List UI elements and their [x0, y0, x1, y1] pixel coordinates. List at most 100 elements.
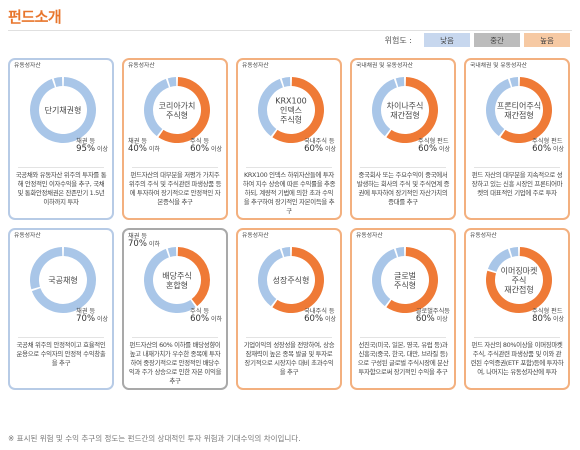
allocation-donut: 국공채형 [30, 247, 97, 313]
fund-name: 주식형 [166, 111, 188, 120]
fund-name: KRX100 [275, 97, 307, 106]
liquid-asset-label: 유동성자산 [356, 233, 383, 239]
liquid-segment [167, 77, 177, 87]
bond-segment [487, 248, 511, 272]
card-divider [360, 337, 446, 338]
card-divider [246, 337, 332, 338]
fund-name: 프론티어주식 [497, 100, 541, 110]
fund-name: 주식형 [394, 281, 416, 290]
legend-label: 위험도 : [384, 35, 412, 45]
liquid-segment [509, 247, 519, 257]
fund-description: 펀드 자산의 대부분을 지속적으로 성장하고 있는 신흥 시장인 프론티어마켓의… [471, 171, 563, 198]
liquid-asset-label: 유동성자산 [14, 63, 41, 69]
allocation-label: 주식형 펀드 60% 이상 [532, 138, 564, 155]
liquid-segment [30, 247, 63, 290]
fund-name: 차이나주식 [387, 100, 424, 110]
risk-legend: 위험도 : 낮음 중간 높음 [385, 33, 570, 47]
liquid-asset-label: 유동성자산 [128, 63, 155, 69]
fund-description: 국공채와 유동자산 위주의 투자를 통해 안정적인 이자수익을 추구, 국채 및… [15, 171, 107, 207]
fund-row: 유동성자산 국공채형 채권 등 70% 이상 국공채 위주의 안정적이고 효율적인 운용… [8, 228, 572, 390]
bond-allocation-label: 채권 등 40% 이하 [128, 138, 160, 155]
fund-name: 혼합형 [166, 280, 188, 290]
fund-name: 배당주식 [162, 270, 191, 280]
fund-name: 글로벌 [394, 270, 416, 280]
stock-segment [386, 77, 438, 143]
card-divider [246, 167, 332, 168]
liquid-segment [281, 247, 291, 257]
allocation-label: 주식 등 60% 이하 [190, 308, 222, 325]
fund-description: 펀드자산의 60% 이하를 배당성향이 높고 내재가치가 우수한 종목에 투자하… [128, 341, 222, 386]
allocation-donut: 단기채권형 [30, 77, 97, 143]
liquid-asset-label: 유동성자산 [242, 63, 269, 69]
liquid-asset-label: 국내채권 및 유동성자산 [356, 63, 414, 69]
liquid-asset-label: 유동성자산 [470, 233, 497, 239]
card-divider [474, 167, 560, 168]
legend-chip-mid: 중간 [474, 33, 520, 47]
allocation-label: 주식형 펀드 60% 이상 [418, 138, 450, 155]
bond-segment [258, 248, 283, 307]
fund-card[interactable]: 유동성자산 코리아가치 주식형 주식 등 60% 이상 채권 등 40% 이하 펀드자산의 대… [122, 58, 228, 220]
stock-segment [177, 247, 210, 307]
liquid-asset-label: 유동성자산 [14, 233, 41, 239]
fund-name: 재간접형 [504, 110, 533, 120]
liquid-segment [395, 247, 405, 257]
stock-segment [272, 77, 324, 143]
bond-segment [144, 248, 196, 313]
title-divider [8, 30, 572, 31]
page-title: 펀드소개 [8, 8, 62, 26]
fund-name: 국공채형 [48, 275, 77, 285]
stock-segment [500, 77, 552, 143]
footnote: ※ 표시된 위험 및 수익 추구의 정도는 펀드간의 상대적인 투자 위험과 기… [8, 434, 301, 443]
bond-segment [144, 78, 169, 137]
legend-chip-low: 낮음 [424, 33, 470, 47]
allocation-label: 주식형 펀드 80% 이상 [532, 308, 564, 325]
fund-card[interactable]: 국내채권 및 유동성자산 프론티어주식 재간접형 주식형 펀드 60% 이상 펀드 자산의… [464, 58, 570, 220]
allocation-label: 채권 등 95% 이상 [76, 138, 108, 155]
fund-card[interactable]: 유동성자산 국공채형 채권 등 70% 이상 국공채 위주의 안정적이고 효율적인 운용… [8, 228, 114, 390]
fund-name: 주식형 [280, 116, 302, 125]
liquid-segment [509, 77, 519, 87]
fund-name: 이머징마켓 [501, 266, 538, 276]
fund-name: 주식 [512, 276, 527, 285]
fund-card[interactable]: 유동성자산 성장주식형 국내주식 등 60% 이상 기업이익의 성장성을 전망하여, 상… [236, 228, 342, 390]
bond-segment [372, 248, 397, 307]
allocation-label: 국내주식 등 60% 이상 [304, 308, 336, 325]
fund-name: 코리아가치 [159, 100, 196, 110]
fund-description: KRX100 인덱스 하위자산들에 투자하여 지수 상승에 따른 수익률을 추종… [242, 171, 336, 216]
fund-description: 중국회사 또는 주요수익이 중국에서 발생하는 회사의 주식 및 주식연계 증권… [356, 171, 450, 207]
fund-description: 펀드 자산의 80%이상을 이머징마켓 주식, 주식관련 파생상품 및 이와 관… [470, 341, 564, 377]
fund-description: 국공채 위주의 안정적이고 효율적인 운용으로 수익자의 안정적 수익창출을 추… [16, 341, 106, 368]
stock-segment [272, 247, 324, 313]
fund-name: 인덱스 [280, 105, 302, 115]
stock-segment [158, 77, 211, 143]
allocation-label: 글로벌주식등 60% 이상 [415, 308, 450, 325]
card-divider [18, 337, 104, 338]
fund-description: 기업이익의 성장성을 전망하여, 상승 잠재력이 높은 종목 발굴 및 투자로 … [243, 341, 335, 377]
fund-description: 펀드자산의 대부분을 저평가 가치주 위주의 주식 및 주식관련 파생상품 등에… [128, 171, 222, 207]
bond-segment [486, 78, 511, 137]
liquid-segment [53, 77, 63, 87]
liquid-segment [281, 77, 291, 87]
fund-card[interactable]: 유동성자산 KRX100 인덱스 주식형 국내주식 등 60% 이상 KRX100 인덱스 … [236, 58, 342, 220]
liquid-segment [395, 77, 405, 87]
liquid-asset-label: 국내채권 및 유동성자산 [470, 63, 528, 69]
card-divider [360, 167, 446, 168]
allocation-label: 국내주식 등 60% 이상 [304, 138, 336, 155]
allocation-donut: 성장주식형 [258, 247, 324, 313]
fund-card[interactable]: 유동성자산 글로벌 주식형 글로벌주식등 60% 이상 선진국(미국, 일본, 영국, 유… [350, 228, 456, 390]
bond-segment [372, 78, 397, 137]
card-divider [18, 167, 104, 168]
card-divider [132, 337, 218, 338]
fund-name: 성장주식형 [273, 275, 310, 285]
legend-chip-high: 높음 [524, 33, 570, 47]
fund-card[interactable]: 배당주식 혼합형 주식 등 60% 이하 채권 등 70% 이하 펀드자산의 60% 이하를… [122, 228, 228, 390]
